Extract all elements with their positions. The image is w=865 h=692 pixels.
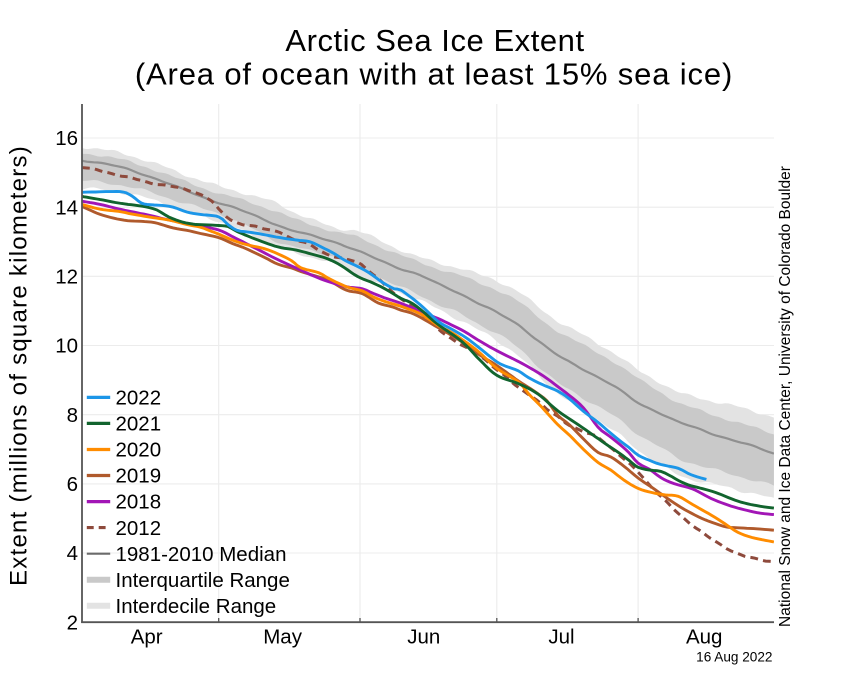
svg-text:Aug: Aug <box>686 626 722 649</box>
svg-text:Jul: Jul <box>548 626 574 649</box>
svg-text:Apr: Apr <box>131 626 163 649</box>
svg-text:Extent (millions of square kil: Extent (millions of square kilometers) <box>6 145 33 586</box>
svg-text:2018: 2018 <box>116 491 162 514</box>
svg-text:Jun: Jun <box>407 626 440 649</box>
svg-text:Arctic Sea Ice Extent: Arctic Sea Ice Extent <box>285 23 584 58</box>
svg-text:2020: 2020 <box>116 439 162 462</box>
svg-text:10: 10 <box>55 335 78 358</box>
svg-text:2021: 2021 <box>116 413 162 436</box>
svg-text:4: 4 <box>67 542 78 565</box>
svg-text:16 Aug 2022: 16 Aug 2022 <box>696 650 772 665</box>
svg-text:14: 14 <box>55 196 78 219</box>
svg-text:National Snow and Ice Data Cen: National Snow and Ice Data Center, Unive… <box>777 166 794 627</box>
svg-text:1981-2010 Median: 1981-2010 Median <box>116 543 287 566</box>
svg-text:16: 16 <box>55 127 78 150</box>
svg-text:12: 12 <box>55 265 78 288</box>
svg-text:(Area of ocean with at least 1: (Area of ocean with at least 15% sea ice… <box>135 57 733 92</box>
svg-text:May: May <box>263 626 302 649</box>
svg-text:8: 8 <box>67 404 78 427</box>
svg-text:Interquartile Range: Interquartile Range <box>116 569 290 592</box>
svg-text:2019: 2019 <box>116 465 162 488</box>
svg-text:Interdecile Range: Interdecile Range <box>116 595 277 618</box>
svg-text:6: 6 <box>67 473 78 496</box>
svg-text:2012: 2012 <box>116 517 162 540</box>
svg-text:2022: 2022 <box>116 387 162 410</box>
svg-text:2: 2 <box>67 611 78 634</box>
